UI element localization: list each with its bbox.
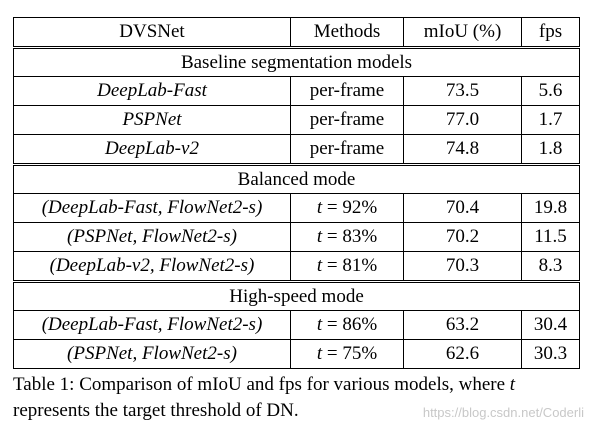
table-row: (DeepLab-Fast, FlowNet2-s) t = 86% 63.2 … xyxy=(13,310,580,340)
miou-cell: 70.2 xyxy=(403,222,522,252)
threshold-var: t xyxy=(316,314,323,335)
table-row: DeepLab-v2 per-frame 74.8 1.8 xyxy=(13,134,580,165)
method-cell: t = 83% xyxy=(290,222,404,252)
table-row: DeepLab-Fast per-frame 73.5 5.6 xyxy=(13,76,580,106)
results-table: DVSNet Methods mIoU (%) fps Baseline seg… xyxy=(13,17,580,369)
miou-cell: 70.4 xyxy=(403,193,522,223)
fps-cell: 1.8 xyxy=(521,134,580,165)
table-row: (PSPNet, FlowNet2-s) t = 83% 70.2 11.5 xyxy=(13,222,580,252)
threshold-var: t xyxy=(316,226,323,247)
caption-prefix: Table 1: Comparison of mIoU and fps for … xyxy=(13,374,510,395)
header-miou: mIoU (%) xyxy=(403,17,522,48)
miou-cell: 63.2 xyxy=(403,310,522,340)
caption-suffix: represents the target threshold of DN. xyxy=(13,400,299,421)
results-table-container: DVSNet Methods mIoU (%) fps Baseline seg… xyxy=(13,17,580,369)
watermark: https://blog.csdn.net/Coderli xyxy=(422,405,584,420)
miou-cell: 77.0 xyxy=(403,105,522,135)
model-cell: (DeepLab-v2, FlowNet2-s) xyxy=(13,251,291,282)
fps-cell: 5.6 xyxy=(521,76,580,106)
method-cell: t = 92% xyxy=(290,193,404,223)
method-cell: t = 86% xyxy=(290,310,404,340)
threshold-value: = 86% xyxy=(322,314,378,335)
table-row: (PSPNet, FlowNet2-s) t = 75% 62.6 30.3 xyxy=(13,339,580,369)
model-cell: (PSPNet, FlowNet2-s) xyxy=(13,222,291,252)
threshold-value: = 92% xyxy=(322,197,378,218)
threshold-value: = 75% xyxy=(322,343,378,364)
fps-cell: 1.7 xyxy=(521,105,580,135)
model-cell: (DeepLab-Fast, FlowNet2-s) xyxy=(13,310,291,340)
header-methods: Methods xyxy=(290,17,404,48)
threshold-var: t xyxy=(316,255,323,276)
miou-cell: 62.6 xyxy=(403,339,522,369)
fps-cell: 30.3 xyxy=(521,339,580,369)
caption-var: t xyxy=(509,374,516,395)
model-cell: PSPNet xyxy=(13,105,291,135)
table-row: (DeepLab-v2, FlowNet2-s) t = 81% 70.3 8.… xyxy=(13,251,580,282)
model-cell: (PSPNet, FlowNet2-s) xyxy=(13,339,291,369)
threshold-value: = 83% xyxy=(322,226,378,247)
model-cell: (DeepLab-Fast, FlowNet2-s) xyxy=(13,193,291,223)
table-row: (DeepLab-Fast, FlowNet2-s) t = 92% 70.4 … xyxy=(13,193,580,223)
fps-cell: 8.3 xyxy=(521,251,580,282)
threshold-value: = 81% xyxy=(322,255,378,276)
table-caption: Table 1: Comparison of mIoU and fps for … xyxy=(13,372,583,424)
miou-cell: 73.5 xyxy=(403,76,522,106)
section-title: High-speed mode xyxy=(13,280,580,311)
section-header-baseline: Baseline segmentation models xyxy=(13,46,580,77)
miou-cell: 74.8 xyxy=(403,134,522,165)
section-title: Baseline segmentation models xyxy=(13,46,580,77)
method-cell: per-frame xyxy=(290,76,404,106)
fps-cell: 19.8 xyxy=(521,193,580,223)
method-cell: per-frame xyxy=(290,134,404,165)
section-title: Balanced mode xyxy=(13,163,580,194)
header-fps: fps xyxy=(521,17,580,48)
model-cell: DeepLab-v2 xyxy=(13,134,291,165)
method-cell: t = 75% xyxy=(290,339,404,369)
fps-cell: 30.4 xyxy=(521,310,580,340)
threshold-var: t xyxy=(316,343,323,364)
header-row: DVSNet Methods mIoU (%) fps xyxy=(13,17,580,48)
model-cell: DeepLab-Fast xyxy=(13,76,291,106)
method-cell: per-frame xyxy=(290,105,404,135)
header-dvsnet: DVSNet xyxy=(13,17,291,48)
threshold-var: t xyxy=(316,197,323,218)
table-row: PSPNet per-frame 77.0 1.7 xyxy=(13,105,580,135)
fps-cell: 11.5 xyxy=(521,222,580,252)
section-header-balanced: Balanced mode xyxy=(13,163,580,194)
section-header-high-speed: High-speed mode xyxy=(13,280,580,311)
miou-cell: 70.3 xyxy=(403,251,522,282)
method-cell: t = 81% xyxy=(290,251,404,282)
